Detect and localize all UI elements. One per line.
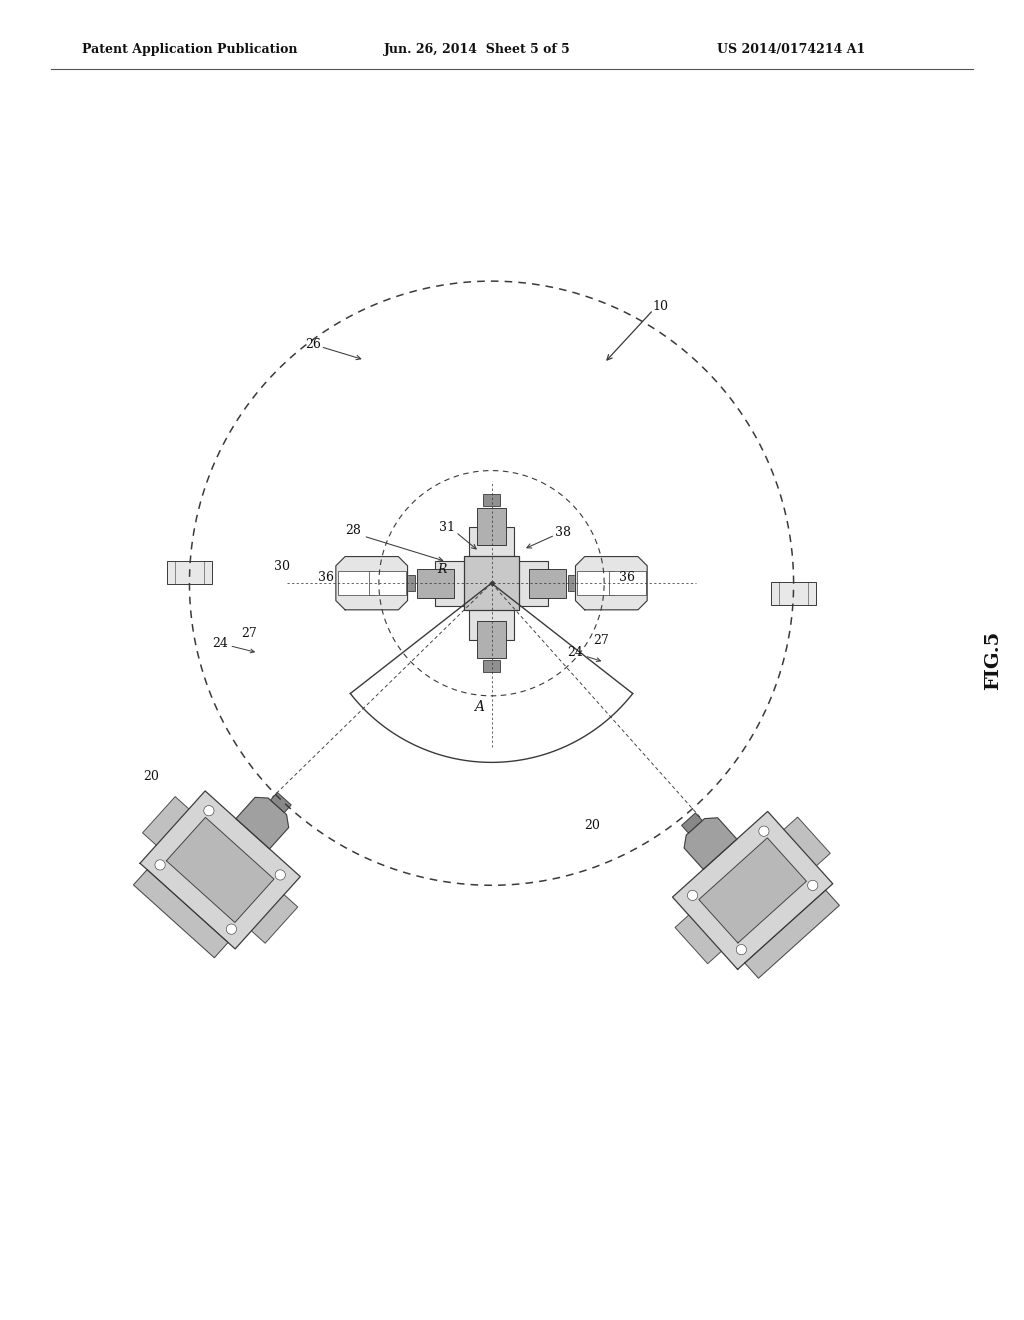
Polygon shape	[166, 817, 274, 923]
Text: 38: 38	[555, 525, 571, 539]
Text: US 2014/0174214 A1: US 2014/0174214 A1	[717, 42, 865, 55]
Text: A: A	[474, 700, 484, 714]
Polygon shape	[336, 557, 408, 610]
Text: Jun. 26, 2014  Sheet 5 of 5: Jun. 26, 2014 Sheet 5 of 5	[384, 42, 570, 55]
Polygon shape	[417, 569, 454, 598]
Circle shape	[808, 880, 818, 891]
Text: 24: 24	[212, 638, 228, 651]
Text: 24: 24	[567, 647, 584, 659]
Polygon shape	[784, 817, 830, 866]
Polygon shape	[673, 812, 833, 969]
Text: 20: 20	[584, 820, 600, 833]
Polygon shape	[483, 660, 500, 672]
Circle shape	[204, 805, 214, 816]
Text: 27: 27	[593, 634, 609, 647]
Polygon shape	[142, 797, 188, 845]
Text: 26: 26	[305, 338, 322, 351]
Circle shape	[687, 890, 697, 900]
Circle shape	[226, 924, 237, 935]
Polygon shape	[469, 527, 514, 577]
Bar	[465, 556, 518, 610]
Text: 10: 10	[652, 300, 669, 313]
Polygon shape	[133, 870, 228, 958]
Polygon shape	[402, 576, 415, 591]
Text: 27: 27	[241, 627, 257, 640]
Polygon shape	[477, 622, 506, 657]
Bar	[578, 572, 614, 595]
Polygon shape	[435, 561, 484, 606]
Polygon shape	[140, 791, 300, 949]
Text: Patent Application Publication: Patent Application Publication	[82, 42, 297, 55]
Bar	[167, 561, 212, 583]
Polygon shape	[675, 915, 721, 964]
Text: R: R	[437, 564, 447, 577]
Text: 30: 30	[273, 560, 290, 573]
Polygon shape	[568, 576, 581, 591]
Bar	[338, 572, 375, 595]
Bar	[771, 582, 816, 605]
Polygon shape	[698, 838, 807, 942]
Text: 36: 36	[317, 570, 334, 583]
Text: 36: 36	[618, 570, 635, 583]
Polygon shape	[477, 508, 506, 545]
Polygon shape	[252, 895, 298, 944]
Circle shape	[759, 826, 769, 837]
Polygon shape	[236, 797, 289, 849]
Polygon shape	[483, 494, 500, 507]
Polygon shape	[469, 590, 514, 639]
Text: 28: 28	[345, 524, 361, 537]
Text: 31: 31	[439, 521, 456, 535]
Polygon shape	[684, 818, 737, 870]
Polygon shape	[270, 792, 291, 813]
Polygon shape	[529, 569, 566, 598]
Polygon shape	[499, 561, 548, 606]
Polygon shape	[744, 890, 840, 978]
Text: 20: 20	[143, 771, 160, 783]
Text: FIG.5: FIG.5	[984, 631, 1002, 689]
Polygon shape	[682, 813, 702, 833]
Circle shape	[736, 945, 746, 954]
Polygon shape	[575, 557, 647, 610]
Circle shape	[275, 870, 286, 880]
Bar	[369, 572, 406, 595]
Bar	[608, 572, 645, 595]
Circle shape	[155, 859, 165, 870]
